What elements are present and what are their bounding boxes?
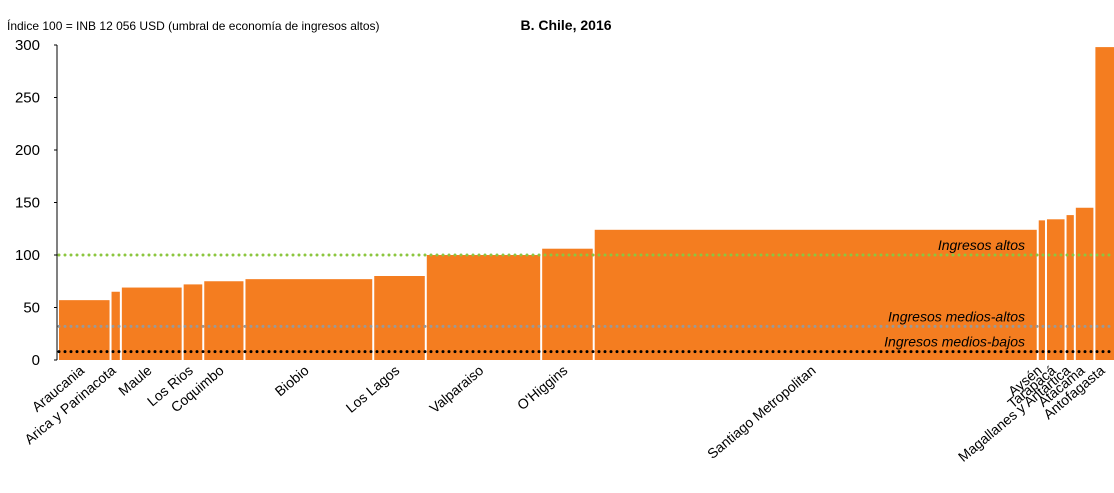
bar (594, 229, 1037, 360)
reference-label: Ingresos altos (938, 237, 1025, 253)
y-tick-label: 250 (15, 90, 40, 107)
x-tick-label: Santiago Metropolitan (704, 362, 819, 462)
chart-subtitle: Índice 100 = INB 12 056 USD (umbral de e… (7, 18, 380, 33)
x-tick-label: O'Higgins (514, 362, 570, 413)
bar (1095, 47, 1114, 360)
bar (204, 281, 244, 360)
bar (1046, 219, 1065, 360)
reference-label: Ingresos medios-altos (888, 308, 1025, 324)
y-tick-label: 0 (32, 352, 40, 369)
bar (59, 300, 110, 360)
x-tick-label: Biobio (272, 362, 312, 399)
bar (1038, 220, 1045, 360)
bar (426, 255, 541, 360)
bar (111, 291, 120, 360)
reference-label: Ingresos medios-bajos (884, 334, 1025, 350)
y-tick-label: 50 (23, 300, 40, 317)
y-tick-label: 150 (15, 195, 40, 212)
bar (121, 287, 182, 360)
bar (1075, 207, 1094, 360)
bar (245, 279, 373, 360)
x-tick-label: Los Lagos (343, 362, 403, 416)
y-tick-label: 300 (15, 37, 40, 54)
bar (183, 284, 203, 360)
bar (374, 276, 425, 360)
x-tick-label: Valparaiso (426, 362, 486, 416)
chart-title: B. Chile, 2016 (520, 17, 611, 33)
bar (542, 248, 593, 360)
bar (1066, 215, 1074, 360)
y-tick-label: 100 (15, 247, 40, 264)
y-tick-label: 200 (15, 142, 40, 159)
